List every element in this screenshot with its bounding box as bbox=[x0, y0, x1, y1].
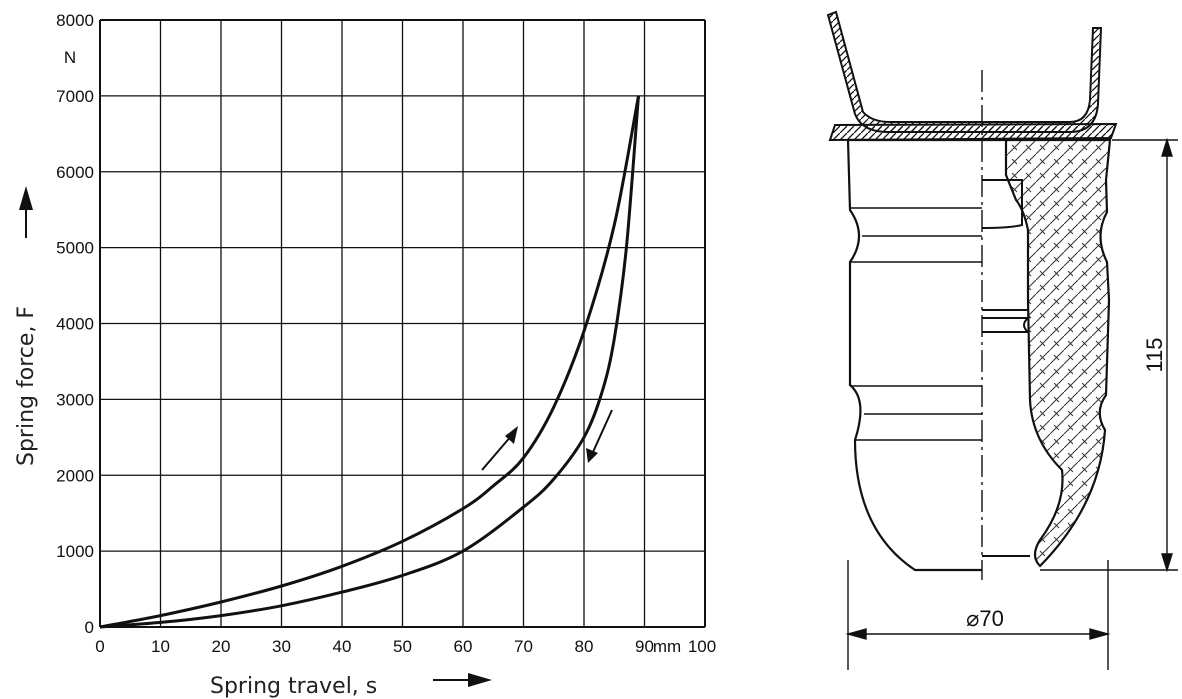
y-tick-labels: 0 1000 2000 3000 4000 5000 6000 7000 8000 bbox=[56, 11, 94, 637]
x-axis-label: Spring travel, s bbox=[210, 674, 377, 699]
y-tick-label: 8000 bbox=[56, 11, 94, 30]
x-tick-label: 70 bbox=[514, 637, 533, 656]
x-tick-label: 10 bbox=[151, 637, 170, 656]
base-plate bbox=[828, 122, 1118, 142]
unloading-curve bbox=[99, 95, 640, 629]
y-tick-label: 3000 bbox=[56, 390, 94, 409]
y-tick-label: 7000 bbox=[56, 87, 94, 106]
bore-outline bbox=[981, 140, 1031, 557]
y-tick-label: 6000 bbox=[56, 163, 94, 182]
unloading-direction-arrow bbox=[586, 409, 613, 463]
x-tick-labels: 0 10 20 30 40 50 60 70 80 90 100 bbox=[95, 637, 716, 656]
y-axis-arrow bbox=[19, 186, 33, 238]
loading-direction-arrow bbox=[481, 426, 518, 471]
height-dimension-label: 115 bbox=[1142, 337, 1167, 372]
bump-stop-cross-section: 115 ⌀70 bbox=[826, 10, 1178, 670]
y-unit-label: N bbox=[64, 48, 76, 67]
buffer-outside-view bbox=[846, 138, 1006, 572]
x-tick-label: 20 bbox=[212, 637, 231, 656]
y-axis-label: Spring force, F bbox=[14, 306, 39, 466]
buffer-section-hatched bbox=[1004, 138, 1112, 568]
y-tick-label: 1000 bbox=[56, 542, 94, 561]
x-tick-label: 90 bbox=[635, 637, 654, 656]
chart-grid bbox=[99, 19, 706, 628]
x-tick-label: 100 bbox=[688, 637, 716, 656]
buffer-contour-lines bbox=[850, 207, 982, 441]
x-tick-label: 80 bbox=[575, 637, 594, 656]
y-tick-label: 2000 bbox=[56, 466, 94, 485]
x-tick-label: 60 bbox=[454, 637, 473, 656]
loading-curve bbox=[99, 95, 640, 629]
y-tick-label: 4000 bbox=[56, 315, 94, 334]
diameter-dimension bbox=[845, 560, 1111, 670]
hysteresis-curves bbox=[99, 95, 640, 629]
y-tick-label: 0 bbox=[85, 618, 94, 637]
spring-characteristic-chart: 0 1000 2000 3000 4000 5000 6000 7000 8000 0 10 20 3… bbox=[14, 11, 716, 699]
x-unit-label: mm bbox=[653, 637, 681, 656]
x-tick-label: 0 bbox=[95, 637, 104, 656]
diameter-dimension-label: ⌀70 bbox=[966, 606, 1004, 631]
x-tick-label: 40 bbox=[333, 637, 352, 656]
height-dimension bbox=[1040, 137, 1178, 573]
x-tick-label: 30 bbox=[272, 637, 291, 656]
x-tick-label: 50 bbox=[393, 637, 412, 656]
mounting-cup bbox=[826, 10, 1103, 133]
y-tick-label: 5000 bbox=[56, 239, 94, 258]
x-axis-arrow bbox=[433, 673, 492, 687]
